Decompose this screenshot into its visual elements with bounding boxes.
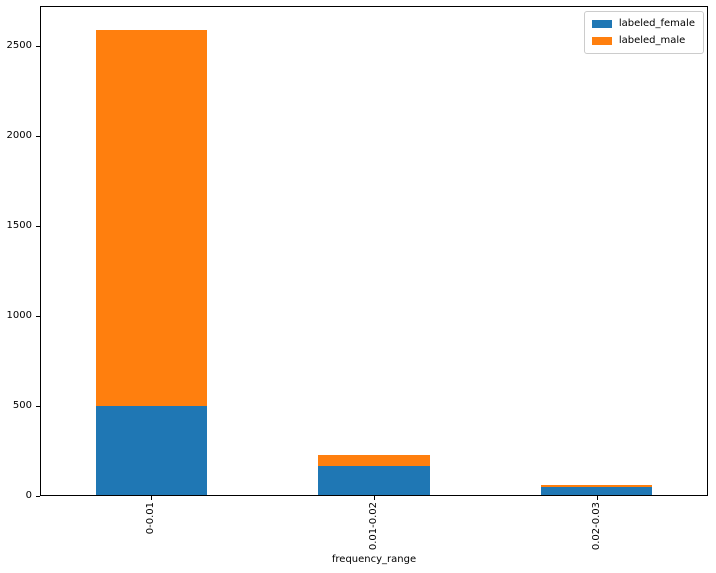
y-tick-label: 500 [12, 399, 32, 411]
x-tick-label: 0-0.01 [145, 502, 157, 535]
y-tick-mark [36, 45, 40, 47]
legend-entry-male: labeled_male [591, 34, 695, 48]
y-tick-label: 1500 [6, 219, 32, 231]
y-tick-mark [36, 496, 40, 497]
bar-segment-labeled_female-0.02-0.03 [541, 487, 653, 496]
bar-segment-labeled_male-0-0.01 [95, 29, 207, 406]
x-tick-label: 0.01-0.02 [368, 502, 379, 551]
bar-segment-labeled_female-0.01-0.02 [318, 466, 430, 496]
y-tick-label: 2000 [6, 129, 32, 141]
bar-segment-labeled_male-0.01-0.02 [318, 455, 430, 467]
bar-segment-labeled_male-0.02-0.03 [541, 484, 653, 488]
y-tick-label: 1000 [6, 309, 32, 321]
legend-label-female: labeled_female [618, 18, 695, 29]
x-tick-mark [596, 496, 598, 500]
y-tick-label: 0 [25, 490, 32, 501]
legend-swatch-male [591, 37, 612, 45]
y-tick-mark [36, 225, 40, 227]
y-tick-label: 2500 [6, 39, 32, 51]
x-tick-mark [374, 496, 375, 500]
x-axis-label: frequency_range [331, 554, 417, 565]
y-tick-mark [36, 405, 40, 407]
bar-segment-labeled_female-0-0.01 [95, 405, 207, 496]
legend-swatch-female [591, 20, 612, 28]
legend-label-male: labeled_male [618, 35, 686, 46]
x-tick-label: 0.02-0.03 [590, 502, 602, 551]
legend: labeled_female labeled_male [583, 11, 704, 54]
y-tick-mark [36, 135, 40, 137]
x-tick-mark [151, 496, 153, 500]
legend-entry-female: labeled_female [591, 17, 695, 31]
y-tick-mark [36, 315, 40, 317]
